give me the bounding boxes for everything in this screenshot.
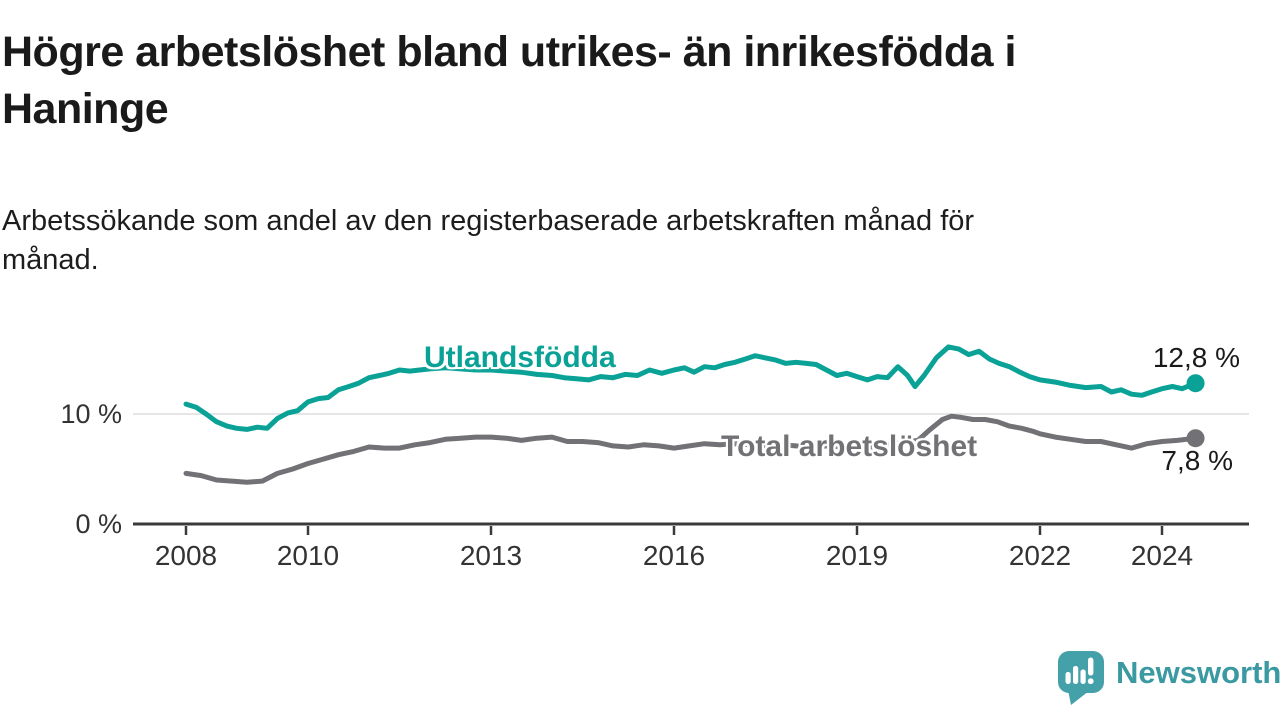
- newsworthy-wordmark: Newsworthy: [1116, 655, 1280, 690]
- title-line-1: Högre arbetslöshet bland utrikes- än inr…: [2, 28, 1016, 76]
- x-tick-label-2008: 2008: [154, 540, 218, 571]
- end-value-label-total: 7,8 %: [1161, 445, 1233, 476]
- chart-subtitle: Arbetssökande som andel av den registerb…: [2, 202, 1222, 280]
- x-tick-label-2010: 2010: [276, 540, 340, 571]
- page-title: Högre arbetslöshet bland utrikes- än inr…: [2, 24, 1252, 138]
- series-label-utlandsfodda: Utlandsfödda: [424, 341, 616, 374]
- x-tick-label-2019: 2019: [825, 540, 889, 571]
- speech-bubble-bar-chart-icon: [1058, 651, 1104, 705]
- x-tick-label-2016: 2016: [642, 540, 706, 571]
- x-tick-label-2022: 2022: [1008, 540, 1072, 571]
- series-end-dot-0: [1186, 374, 1205, 393]
- x-tick-label-2013: 2013: [459, 540, 523, 571]
- subtitle-line-1: Arbetssökande som andel av den registerb…: [2, 205, 975, 237]
- end-value-label-utlandsfodda: 12,8 %: [1152, 342, 1240, 373]
- y-tick-label-10: 10 %: [60, 399, 122, 429]
- y-tick-label-0: 0 %: [75, 509, 122, 539]
- series-line-1: [183, 413, 1198, 485]
- title-line-2: Haninge: [2, 85, 169, 133]
- series-label-total-arbetsloshet: Total arbetslöshet: [721, 430, 978, 463]
- newsworthy-branding: Newsworthy: [1056, 648, 1280, 706]
- series-end-dot-1: [1186, 429, 1205, 448]
- series-line-0: [183, 344, 1198, 432]
- line-chart-plot: [133, 344, 1249, 535]
- subtitle-line-2: månad.: [2, 244, 99, 276]
- x-tick-label-2024: 2024: [1130, 540, 1194, 571]
